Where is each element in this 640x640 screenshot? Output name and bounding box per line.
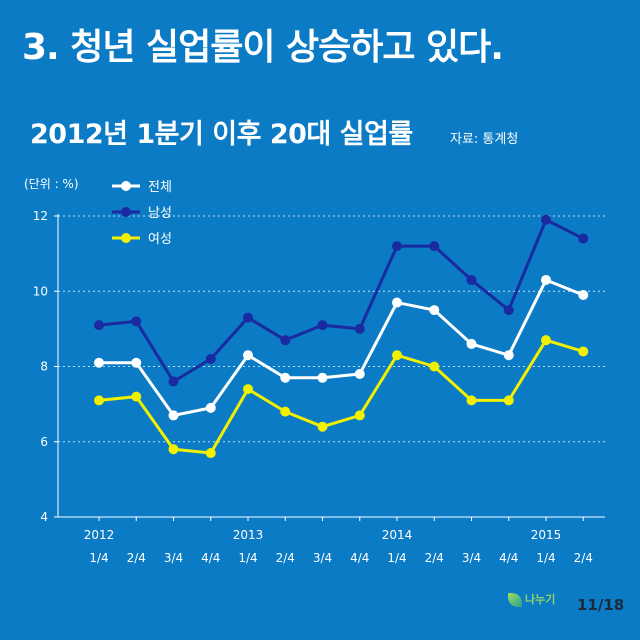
data-point (205, 448, 216, 459)
data-point (354, 410, 365, 421)
legend-label: 남성 (148, 206, 172, 221)
legend-marker (121, 207, 131, 217)
legend-marker (121, 233, 131, 243)
leaf-icon (508, 593, 522, 607)
year-label: 2012 (84, 528, 115, 542)
data-point (466, 395, 477, 406)
data-point (317, 421, 328, 432)
data-point (317, 320, 328, 331)
legend-label: 여성 (148, 232, 172, 247)
data-point (541, 274, 551, 285)
x-tick-label: 1/4 (238, 551, 257, 565)
x-tick-label: 1/4 (89, 551, 108, 565)
data-point (94, 395, 104, 406)
x-tick-label: 2/4 (425, 551, 444, 565)
y-tick-label: 4 (40, 510, 48, 524)
data-point (243, 312, 253, 323)
legend-marker (121, 181, 131, 191)
data-point (131, 391, 142, 402)
data-point (131, 316, 142, 327)
data-point (392, 350, 402, 361)
legend-label: 전체 (148, 180, 172, 195)
x-tick-label: 4/4 (350, 551, 369, 565)
x-tick-label: 2/4 (574, 551, 593, 565)
data-point (317, 372, 328, 383)
data-point (429, 241, 440, 252)
page-headline: 3. 청년 실업률이 상승하고 있다. (22, 27, 504, 68)
year-label: 2013 (233, 528, 264, 542)
series-line-3 (98, 338, 584, 455)
data-point (205, 353, 216, 364)
data-point (578, 233, 589, 244)
x-tick-label: 1/4 (536, 551, 555, 565)
data-point (503, 305, 514, 316)
data-point (354, 369, 365, 380)
chart-unit: (단위 : %) (24, 177, 79, 191)
y-tick-label: 12 (33, 209, 48, 223)
data-point (168, 444, 179, 455)
data-point (503, 350, 514, 361)
data-point (280, 406, 291, 417)
y-tick-label: 8 (40, 360, 48, 374)
data-point (243, 350, 253, 361)
data-point (243, 384, 253, 395)
x-tick-label: 3/4 (462, 551, 481, 565)
year-label: 2014 (382, 528, 413, 542)
data-point (466, 274, 477, 285)
x-tick-label: 2/4 (276, 551, 295, 565)
series-line-1 (99, 278, 584, 417)
data-point (578, 346, 589, 357)
series-line-2 (98, 218, 584, 384)
y-tick-label: 10 (33, 284, 48, 298)
data-point (280, 335, 291, 346)
data-point (131, 357, 142, 368)
data-point (429, 361, 440, 372)
data-point (541, 335, 551, 346)
data-point (541, 214, 551, 225)
logo-text: 나누기 (525, 593, 556, 606)
y-tick-label: 6 (40, 435, 48, 449)
data-point (503, 395, 514, 406)
data-point (392, 297, 402, 308)
page-number: 11/18 (577, 596, 625, 614)
x-tick-label: 1/4 (387, 551, 406, 565)
data-point (205, 402, 216, 413)
publisher-logo: 나누기 (508, 591, 555, 607)
x-tick-label: 4/4 (499, 551, 518, 565)
data-point (94, 357, 104, 368)
data-point (466, 338, 477, 349)
chart-source: 자료: 통계청 (450, 132, 519, 147)
x-tick-label: 4/4 (201, 551, 220, 565)
data-point (429, 305, 440, 316)
data-point (578, 290, 589, 301)
data-point (392, 241, 402, 252)
x-tick-label: 3/4 (313, 551, 332, 565)
chart-title: 2012년 1분기 이후 20대 실업률 (30, 119, 413, 150)
data-point (168, 410, 179, 421)
data-point (94, 320, 104, 331)
data-point (280, 372, 291, 383)
data-point (354, 323, 365, 334)
x-tick-label: 3/4 (164, 551, 183, 565)
year-label: 2015 (531, 528, 562, 542)
data-point (168, 376, 179, 387)
x-tick-label: 2/4 (127, 551, 146, 565)
